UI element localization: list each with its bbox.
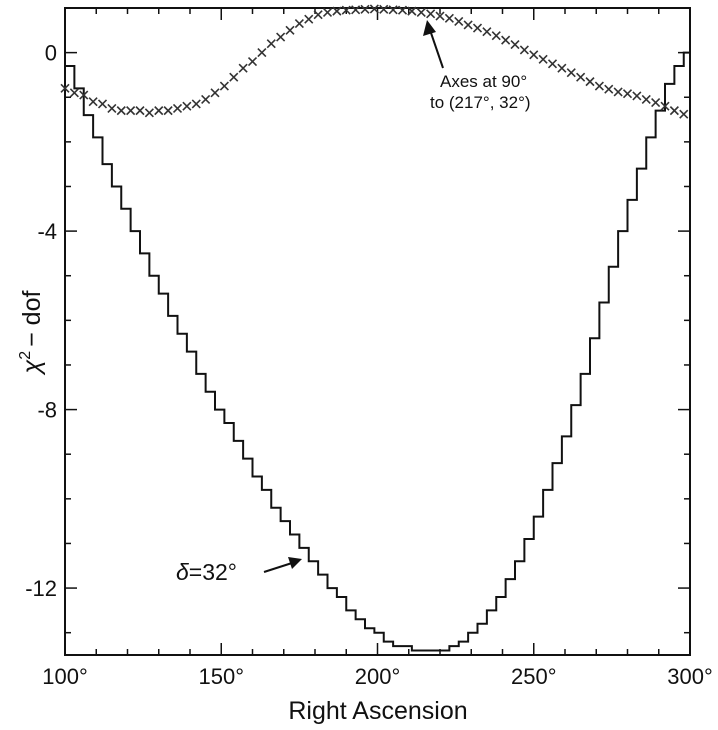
series-point-marker (444, 13, 454, 23)
series-point-marker (79, 90, 89, 100)
annotation-delta-arrowhead (288, 557, 302, 569)
series-point-marker (97, 99, 108, 109)
series-point-marker (660, 101, 670, 111)
series-point-marker (163, 106, 173, 116)
x-tick-label: 250° (511, 664, 557, 689)
annotation-axes-line1: Axes at 90° (440, 72, 527, 91)
ticks-layer (64, 7, 691, 655)
series-point-marker (576, 72, 586, 82)
series-point-marker (60, 83, 70, 93)
y-axis-title-symbol: χ (18, 359, 46, 375)
series-point-marker (416, 7, 426, 18)
series-point-marker (679, 109, 689, 119)
series-point-marker (463, 20, 473, 30)
series-point-marker (472, 23, 483, 33)
series-point-marker (351, 5, 361, 15)
series-point-marker (604, 84, 614, 94)
labels-layer: 100° 150° 200° 250° 300° 0 -4 -8 -12 (25, 41, 713, 689)
series-point-marker (144, 108, 154, 118)
series-point-marker (154, 106, 164, 116)
series-point-marker (379, 4, 389, 14)
y-tick-label: -8 (37, 398, 57, 423)
series-point-marker (313, 10, 323, 20)
series-point-marker (182, 101, 192, 111)
series-point-marker (257, 48, 267, 58)
series-point-marker (191, 99, 201, 109)
annotation-axes-arrow-line (429, 29, 444, 69)
series-point-marker (388, 5, 398, 15)
series-point-marker (247, 56, 258, 67)
series-point-marker (613, 87, 623, 97)
x-tick-label: 100° (42, 664, 88, 689)
y-axis-title-rest: − dof (18, 291, 46, 347)
series-point-marker (622, 89, 633, 99)
series-point-marker (360, 4, 370, 14)
y-tick-label: -4 (37, 219, 57, 244)
series-point-marker (501, 35, 511, 45)
series-point-marker (172, 103, 183, 113)
series-point-marker (519, 45, 529, 55)
series-point-marker (632, 91, 642, 101)
x-tick-label: 300° (667, 664, 713, 689)
series-point-marker (266, 39, 276, 49)
series-point-marker (557, 63, 567, 73)
series-point-marker (547, 59, 558, 69)
step-series-line (65, 51, 691, 652)
series-point-marker (369, 4, 379, 14)
series-point-marker (219, 81, 229, 91)
series-point-marker (285, 25, 295, 35)
annotation-delta-arrow-line (263, 562, 293, 573)
series-point-marker (651, 98, 661, 108)
series-point-marker (407, 6, 417, 16)
series-point-marker (435, 11, 445, 21)
series-point-marker (126, 106, 136, 116)
x-tick-label: 200° (355, 664, 401, 689)
series-point-marker (397, 5, 408, 15)
series-point-marker (341, 5, 351, 15)
series-point-marker (210, 88, 220, 98)
series-point-marker (88, 97, 98, 107)
annotation-axes: Axes at 90° to (217°, 32°) (423, 20, 531, 112)
series-point-marker (135, 106, 145, 116)
series-point-marker (69, 88, 79, 98)
series-point-marker (332, 6, 342, 16)
y-axis-title-sup: 2 (17, 351, 34, 360)
series-point-marker (201, 94, 211, 105)
series-point-marker (107, 103, 117, 113)
series-point-marker (566, 68, 576, 78)
x-tick-label: 150° (198, 664, 244, 689)
y-axis-title: χ2 − dof (17, 291, 46, 376)
annotation-delta-label: δ=32° (176, 559, 237, 585)
series-point-marker (529, 50, 539, 60)
y-tick-label: -12 (25, 576, 57, 601)
series-point-marker (454, 16, 464, 26)
annotation-axes-arrowhead (423, 20, 436, 36)
annotation-delta: δ=32° (176, 557, 302, 585)
series-point-marker (294, 19, 304, 29)
series-point-marker (426, 9, 436, 19)
series-point-marker (304, 14, 314, 24)
y-tick-label: 0 (45, 41, 57, 66)
series-point-marker (116, 106, 126, 116)
series-point-marker (594, 81, 604, 91)
x-axis-title: Right Ascension (288, 697, 467, 725)
series-point-marker (322, 7, 333, 18)
annotation-delta-symbol: δ (176, 559, 189, 585)
series-point-marker (641, 94, 651, 105)
series-point-marker (585, 77, 595, 87)
series-point-marker (669, 106, 679, 116)
annotation-axes-line2: to (217°, 32°) (430, 93, 531, 112)
series-point-marker (238, 63, 248, 73)
annotation-delta-text: =32° (189, 559, 237, 585)
series-point-marker (491, 31, 501, 41)
series-point-marker (229, 72, 239, 82)
series-point-marker (276, 32, 286, 42)
series-layer (60, 4, 691, 652)
series-point-marker (482, 27, 492, 37)
series-point-marker (510, 40, 520, 50)
plot-frame (64, 7, 691, 656)
plot-border (64, 7, 691, 656)
series-point-marker (538, 54, 548, 64)
